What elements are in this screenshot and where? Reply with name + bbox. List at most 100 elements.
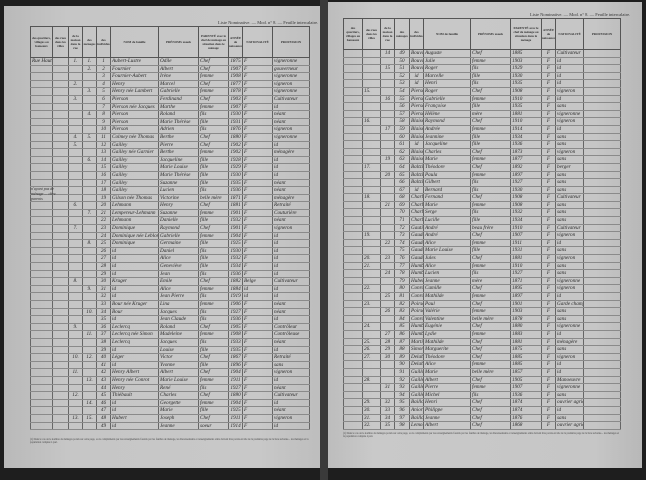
- cell-parente: 1908: [510, 201, 542, 210]
- cell-annee: F: [541, 125, 556, 134]
- cell-annee: F: [541, 239, 556, 248]
- cell-nationalite: sans: [555, 315, 584, 324]
- cell-prenoms: Marthe: [158, 103, 199, 112]
- cell-empty: [583, 414, 621, 423]
- cell-prenoms: Chef: [470, 300, 511, 309]
- cell-parente: 1880: [510, 322, 542, 331]
- cell-profession: id: [272, 163, 310, 172]
- cell-annee: 1934: [228, 262, 243, 271]
- cell-designation: 22.: [362, 284, 381, 293]
- cell-parente: fille: [198, 361, 229, 370]
- cell-profession: Retraité: [272, 201, 310, 210]
- table-row: Rue Haute 1. 1. 1 Aubert-Lustre Odile Chef 1875…: [30, 57, 310, 66]
- cell-nom: André: [423, 224, 471, 233]
- cell-designation: [30, 65, 53, 74]
- cell-annee: F: [541, 87, 556, 96]
- cell-nom: Lydie: [423, 330, 471, 339]
- cell-numero-maison: 19: [380, 155, 395, 164]
- table-row: 27.3089DelahayeThéodoreChef1885Fvigneron: [343, 353, 621, 362]
- cell-empty: [52, 65, 69, 74]
- cell-numero-individu: id: [409, 186, 424, 195]
- cell-parente: Chef: [198, 414, 229, 423]
- cell-nom: Serge: [423, 208, 471, 218]
- cell-designation: [30, 300, 53, 309]
- cell-numero-maison: 10.: [68, 353, 83, 362]
- cell-empty: [52, 368, 69, 377]
- cell-empty: [583, 338, 621, 347]
- cell-empty: [583, 117, 621, 126]
- cell-numero-menage: 88: [394, 345, 410, 354]
- cell-numero-individu: Guillot Delahaye: [409, 368, 424, 377]
- cell-annee: 1932: [228, 216, 243, 226]
- cell-numero-maison: [380, 391, 395, 400]
- cell-designation: [362, 148, 381, 157]
- cell-profession: id: [272, 103, 310, 112]
- cell-numero-maison: [68, 148, 83, 157]
- cell-numero-menage: [82, 194, 97, 203]
- cell-parente: 1877: [510, 155, 542, 164]
- table-row: 2169Charbit née GautierMariefemme1908Fsa…: [343, 201, 621, 210]
- cell-nationalite: vigneronne: [555, 383, 584, 392]
- table-row: 6. 20 Lehmann Henry Chef 1881 F Retraité: [30, 201, 310, 210]
- cell-annee: 1901: [228, 224, 243, 233]
- cell-nom: Camille: [423, 284, 471, 293]
- cell-numero-individu: Baillon: [409, 414, 424, 423]
- cell-nationalite: F: [242, 148, 273, 157]
- cell-nationalite: id: [242, 285, 273, 294]
- cell-annee: F: [541, 338, 556, 347]
- cell-numero-menage: 79: [394, 277, 410, 286]
- cell-nationalite: id: [555, 368, 584, 377]
- cell-annee: F: [541, 345, 556, 354]
- cell-designation: [362, 95, 381, 104]
- cell-numero-menage: [82, 171, 97, 180]
- cell-numero-menage: 80: [394, 284, 410, 293]
- cell-designation: [30, 254, 53, 264]
- cell-nom: Marguerite: [423, 345, 471, 354]
- cell-designation: [30, 414, 53, 423]
- cell-parente: 1883: [510, 330, 542, 339]
- cell-nom: id: [110, 361, 159, 370]
- cell-empty: [583, 307, 621, 316]
- cell-nom: Jeanne: [423, 277, 471, 286]
- cell-nationalite: sans: [555, 178, 584, 187]
- cell-numero-individu: Blaise: [409, 133, 424, 142]
- cell-annee: F: [541, 262, 556, 271]
- cell-prenoms: Danielle: [158, 216, 199, 226]
- table-row: 50Bouvart née BouvartJuliefemme1903Fid: [343, 57, 621, 66]
- cell-nom: Marie: [423, 368, 471, 377]
- cell-prenoms: Chef: [470, 322, 511, 331]
- cell-empty: [343, 307, 363, 316]
- cell-numero-maison: [380, 79, 395, 88]
- cell-designation: 15.: [362, 87, 381, 96]
- cell-annee: F: [541, 284, 556, 293]
- cell-nom: Andrée: [423, 125, 471, 134]
- cell-designation: [30, 376, 53, 385]
- cell-annee: 1867: [228, 353, 243, 362]
- cell-empty: [52, 323, 69, 332]
- cell-numero-menage: [82, 224, 97, 233]
- cell-numero-individu: Conrotte Georges: [409, 292, 424, 301]
- cell-nom: Lucien: [423, 269, 471, 278]
- cell-numero-maison: 7.: [68, 224, 83, 233]
- cell-nom: Fernand: [423, 193, 471, 202]
- cell-numero-individu: 4: [96, 80, 111, 89]
- cell-designation: [30, 399, 53, 408]
- cell-nationalite: sans: [555, 208, 584, 218]
- cell-empty: [583, 110, 621, 119]
- cell-designation: [30, 163, 53, 172]
- cell-designation: [30, 338, 53, 347]
- cell-parente: fille: [198, 179, 229, 188]
- table-row: 10. 12. 40 Léger Victor Chef 1867 F Retraité: [30, 353, 310, 362]
- cell-designation: [30, 156, 53, 165]
- cell-empty: [343, 330, 363, 339]
- cell-designation: [30, 292, 53, 301]
- cell-designation: [362, 133, 381, 142]
- cell-numero-maison: 26: [380, 307, 395, 316]
- cell-prenoms: Odile: [158, 57, 199, 66]
- cell-annee: F: [541, 186, 556, 195]
- cell-numero-individu: Gaudard née Henrion: [409, 239, 424, 248]
- cell-empty: [343, 79, 363, 88]
- table-row: 9. 36 Leclercq Roland Chef 1905 F Contrôleur: [30, 323, 310, 332]
- cell-empty: [583, 201, 621, 210]
- cell-numero-maison: 2.: [68, 80, 83, 89]
